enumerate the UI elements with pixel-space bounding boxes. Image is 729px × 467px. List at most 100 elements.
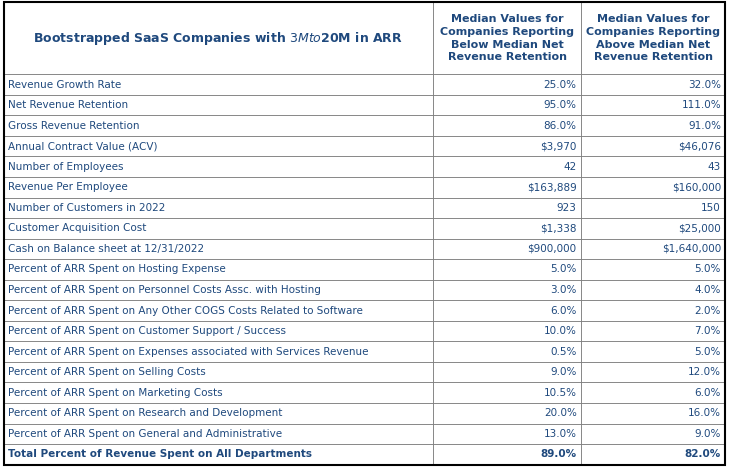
Bar (581, 95, 725, 115)
Bar (433, 95, 581, 115)
Text: Revenue Growth Rate: Revenue Growth Rate (8, 79, 121, 90)
Bar (433, 341, 581, 362)
Text: $900,000: $900,000 (528, 244, 577, 254)
Bar (4, 403, 433, 424)
Bar (433, 136, 581, 156)
Text: Percent of ARR Spent on Expenses associated with Services Revenue: Percent of ARR Spent on Expenses associa… (8, 347, 369, 357)
Text: $46,076: $46,076 (678, 141, 721, 151)
Bar (433, 341, 581, 362)
Bar (581, 403, 725, 424)
Bar (581, 280, 725, 300)
Bar (4, 198, 433, 218)
Text: Bootstrapped SaaS Companies with $3M to $20M in ARR: Bootstrapped SaaS Companies with $3M to … (34, 30, 403, 47)
Text: Gross Revenue Retention: Gross Revenue Retention (8, 120, 139, 131)
Bar (4, 362, 433, 382)
Bar (433, 115, 581, 136)
Bar (581, 177, 725, 198)
Bar (4, 362, 433, 382)
Bar (4, 341, 433, 362)
Bar (4, 74, 433, 95)
Text: 95.0%: 95.0% (544, 100, 577, 110)
Text: 32.0%: 32.0% (688, 79, 721, 90)
Bar (433, 321, 581, 341)
Text: 6.0%: 6.0% (695, 388, 721, 398)
Bar (581, 382, 725, 403)
Bar (581, 74, 725, 95)
Text: 16.0%: 16.0% (688, 408, 721, 418)
Bar (4, 403, 433, 424)
Text: $1,338: $1,338 (540, 223, 577, 234)
Bar (433, 280, 581, 300)
Bar (581, 218, 725, 239)
Bar (581, 362, 725, 382)
Bar (581, 300, 725, 321)
Text: 12.0%: 12.0% (688, 367, 721, 377)
Bar (433, 362, 581, 382)
Text: Median Values for
Companies Reporting
Above Median Net
Revenue Retention: Median Values for Companies Reporting Ab… (586, 14, 720, 63)
Bar (433, 424, 581, 444)
Bar (581, 444, 725, 465)
Text: 5.0%: 5.0% (695, 264, 721, 275)
Bar (433, 403, 581, 424)
Bar (581, 362, 725, 382)
Bar (581, 2, 725, 74)
Bar (433, 198, 581, 218)
Text: Number of Customers in 2022: Number of Customers in 2022 (8, 203, 165, 213)
Text: 10.5%: 10.5% (544, 388, 577, 398)
Text: 42: 42 (564, 162, 577, 172)
Text: Percent of ARR Spent on Customer Support / Success: Percent of ARR Spent on Customer Support… (8, 326, 286, 336)
Text: Percent of ARR Spent on Selling Costs: Percent of ARR Spent on Selling Costs (8, 367, 206, 377)
Bar (4, 95, 433, 115)
Text: $1,640,000: $1,640,000 (662, 244, 721, 254)
Bar (4, 156, 433, 177)
Text: 89.0%: 89.0% (540, 449, 577, 460)
Bar (4, 444, 433, 465)
Text: 13.0%: 13.0% (544, 429, 577, 439)
Text: Percent of ARR Spent on Hosting Expense: Percent of ARR Spent on Hosting Expense (8, 264, 226, 275)
Text: Percent of ARR Spent on Any Other COGS Costs Related to Software: Percent of ARR Spent on Any Other COGS C… (8, 305, 363, 316)
Bar (581, 74, 725, 95)
Bar (581, 259, 725, 280)
Bar (4, 300, 433, 321)
Bar (4, 74, 433, 95)
Bar (4, 177, 433, 198)
Bar (433, 177, 581, 198)
Bar (4, 239, 433, 259)
Bar (4, 341, 433, 362)
Bar (433, 300, 581, 321)
Bar (4, 321, 433, 341)
Bar (581, 239, 725, 259)
Bar (4, 239, 433, 259)
Text: Annual Contract Value (ACV): Annual Contract Value (ACV) (8, 141, 157, 151)
Text: 7.0%: 7.0% (695, 326, 721, 336)
Text: Customer Acquisition Cost: Customer Acquisition Cost (8, 223, 147, 234)
Bar (4, 444, 433, 465)
Bar (4, 259, 433, 280)
Bar (433, 239, 581, 259)
Bar (581, 198, 725, 218)
Bar (581, 321, 725, 341)
Bar (433, 156, 581, 177)
Bar (4, 300, 433, 321)
Bar (4, 156, 433, 177)
Text: 91.0%: 91.0% (688, 120, 721, 131)
Bar (433, 115, 581, 136)
Bar (4, 2, 433, 74)
Bar (581, 403, 725, 424)
Bar (581, 424, 725, 444)
Bar (581, 321, 725, 341)
Text: 10.0%: 10.0% (544, 326, 577, 336)
Bar (4, 218, 433, 239)
Text: 20.0%: 20.0% (544, 408, 577, 418)
Bar (4, 424, 433, 444)
Text: Net Revenue Retention: Net Revenue Retention (8, 100, 128, 110)
Bar (433, 239, 581, 259)
Bar (4, 95, 433, 115)
Text: 3.0%: 3.0% (550, 285, 577, 295)
Bar (433, 300, 581, 321)
Bar (4, 115, 433, 136)
Bar (433, 2, 581, 74)
Bar (581, 382, 725, 403)
Bar (433, 259, 581, 280)
Text: Number of Employees: Number of Employees (8, 162, 123, 172)
